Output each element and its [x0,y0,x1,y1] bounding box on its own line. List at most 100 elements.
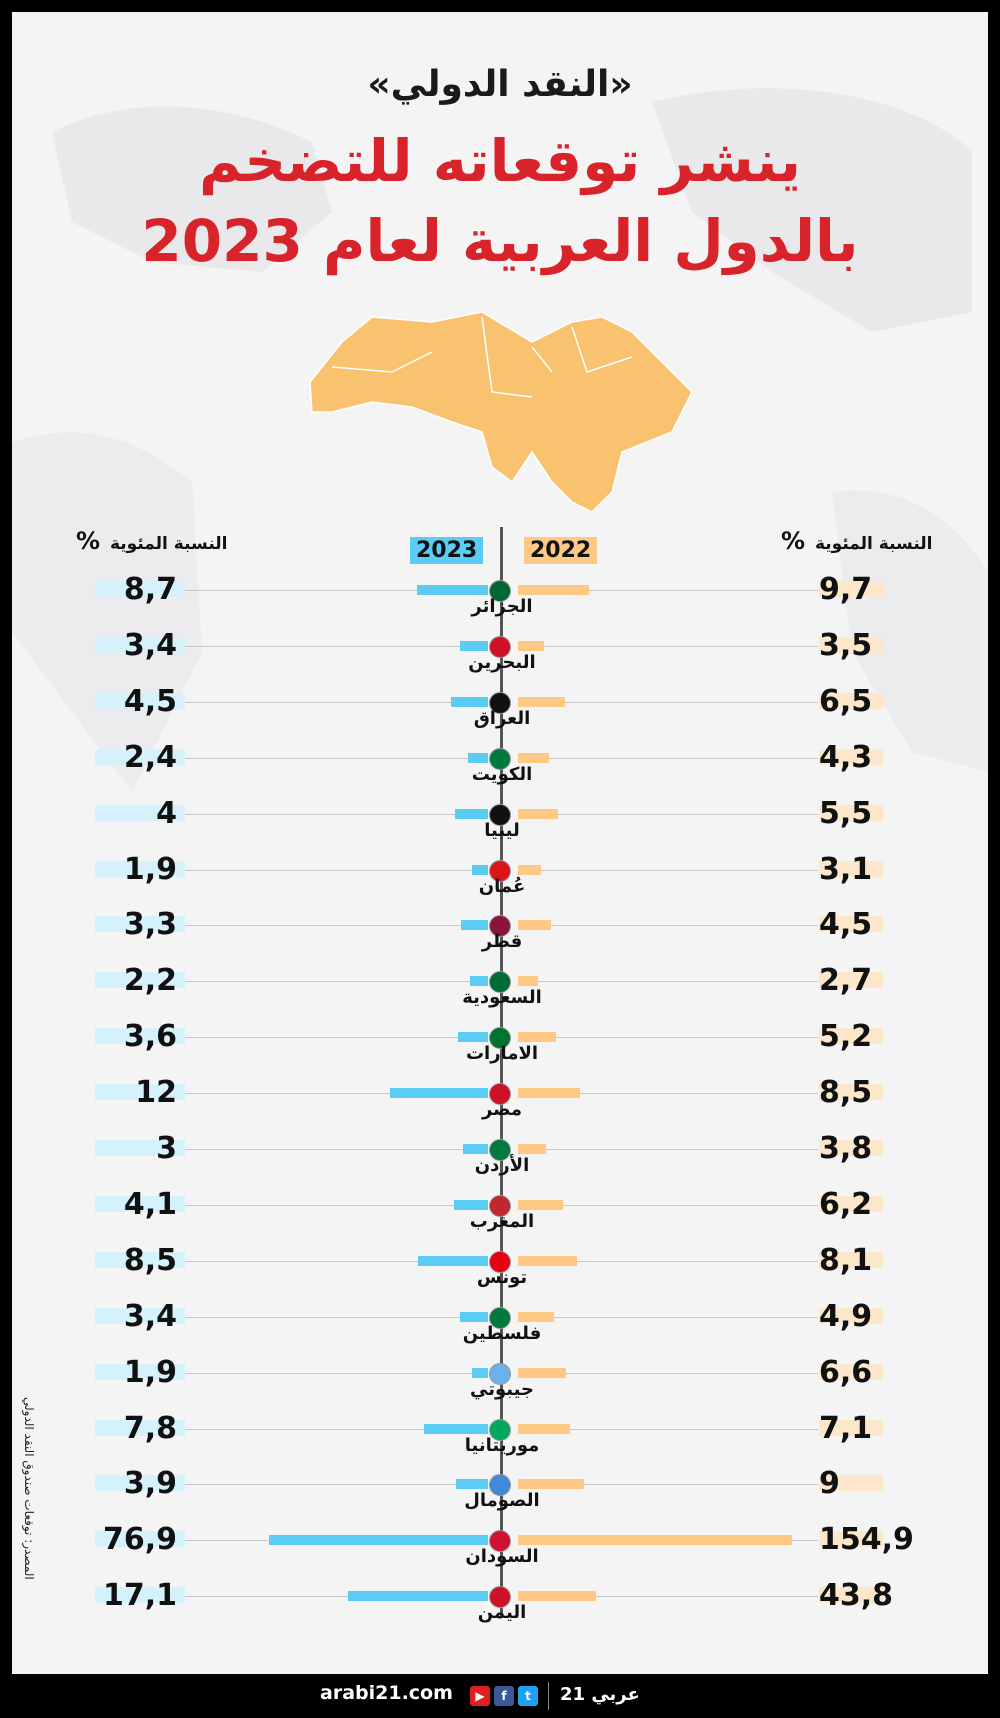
bar-2023 [463,1144,488,1154]
value-chip [95,1363,185,1380]
value-2023: 4,1 [95,1187,185,1222]
gridline-right [520,701,818,703]
flag-icon [489,1418,511,1441]
chart-row: 7,8 7,1 موريتانيا [12,1409,988,1465]
value-chip [819,581,883,597]
value-2023: 4 [95,795,185,831]
value-2023: 3,6 [95,1019,185,1055]
chart-row: 12 8,5 مصر [12,1073,988,1129]
value-2022: 7,1 [819,1411,909,1446]
value-chip [95,1419,185,1436]
value-2022-label: 9,7 [819,572,873,607]
right-axis-text: النسبة المئوية [814,534,933,554]
gridline-right [520,1260,818,1262]
flag-icon [489,691,511,714]
flag-icon [489,971,511,994]
flag-icon [489,859,511,882]
site-link[interactable]: arabi21.com [320,1682,453,1704]
value-2022-label: 3,1 [819,851,873,887]
value-2022: 4,5 [819,907,909,943]
title-line-3: بالدول العربية لعام 2023 [141,207,859,275]
gridline-right [520,1484,818,1486]
value-chip [819,972,883,989]
chart-row: 8,7 9,7 الجزائر [12,570,988,626]
gridline-left [180,1037,480,1039]
value-chip [819,1531,883,1548]
value-chip [95,1531,185,1548]
value-2022-label: 4,5 [819,907,873,943]
youtube-icon[interactable]: ▶ [470,1686,490,1706]
gridline-left [180,645,480,647]
value-2023-label: 3,6 [123,1019,177,1055]
bar-2023 [456,1479,488,1490]
value-2022: 8,1 [819,1242,909,1278]
value-chip [95,1195,185,1212]
value-chip [95,692,185,709]
bar-2023 [454,1199,488,1210]
value-2023-label: 1,9 [123,1354,177,1390]
country-label: تونس [476,1266,528,1288]
value-2023: 4,5 [95,684,185,719]
bar-2023 [460,640,488,651]
flag-icon [489,635,511,658]
chart-row: 3 3,8 الأردن [12,1129,988,1185]
bar-2022 [518,864,541,875]
value-chip [819,1307,883,1324]
value-2023: 2,2 [95,963,185,998]
value-2023: 76,9 [95,1522,185,1558]
flag-icon [489,1139,511,1161]
gridline-left [180,1428,480,1430]
value-chip [819,1028,883,1045]
value-chip [819,1587,883,1604]
country-label: مصر [481,1099,523,1121]
country-label: الصومال [464,1490,540,1512]
flag-icon [489,1083,511,1106]
country-label: قطر [481,931,523,953]
value-2022: 6,6 [819,1354,909,1390]
brand-logo: عربي 21 [560,1684,640,1705]
chart-row: 3,9 9 الصومال [12,1464,988,1520]
gridline-left [180,1093,480,1095]
country-label: المغرب [469,1210,535,1232]
value-2022: 6,2 [819,1187,909,1222]
gridline-left [180,1372,480,1374]
value-2022-label: 4,9 [819,1298,873,1334]
left-axis-text: النسبة المئوية [109,534,228,554]
value-2022-label: 6,6 [819,1354,873,1390]
chart-row: 1,9 6,6 جيبوتي [12,1353,988,1409]
value-2023-label: 12 [135,1075,177,1111]
value-2022-label: 8,1 [819,1242,873,1278]
value-chip [819,636,883,653]
value-2023: 7,8 [95,1411,185,1446]
bar-2022 [518,1032,556,1043]
bar-2023 [424,1423,488,1434]
bar-2023 [416,585,488,595]
value-chip [819,1195,883,1212]
left-axis-label: % النسبة المئوية [72,527,227,555]
value-2022-label: 3,8 [819,1131,873,1166]
bar-2022 [518,1144,546,1154]
facebook-icon[interactable]: f [494,1686,514,1706]
value-chip [819,1084,883,1101]
value-2023-label: 8,7 [123,572,177,607]
value-2022-label: 8,5 [819,1075,873,1111]
value-2023-label: 3,9 [123,1466,177,1502]
gridline-right [520,981,818,983]
value-2023-label: 4 [156,795,177,831]
value-2023: 1,9 [95,852,185,887]
value-chip [95,636,185,653]
value-2023: 3 [95,1131,185,1166]
value-chip [819,748,883,765]
country-label: الكويت [471,763,533,785]
percent-sign-right: % [781,527,806,555]
value-2023: 8,5 [95,1243,185,1278]
twitter-icon[interactable]: t [518,1686,538,1706]
gridline-left [180,1260,480,1262]
value-2023-label: 76,9 [102,1522,177,1558]
value-2023: 3,9 [95,1466,185,1502]
value-2022: 3,8 [819,1131,909,1166]
bar-2022 [518,1255,578,1266]
country-label: السودان [465,1546,539,1568]
value-2022: 5,2 [819,1019,909,1054]
footer-divider [548,1682,549,1710]
